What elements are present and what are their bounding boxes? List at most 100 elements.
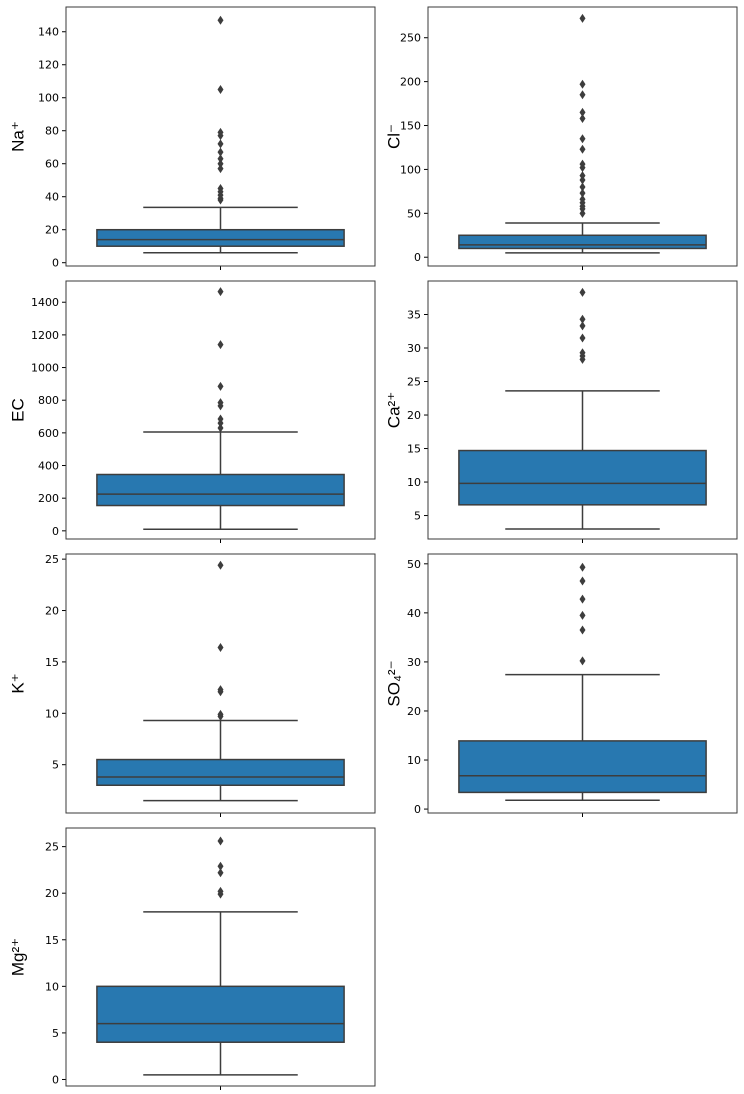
y-tick-label: 30 (407, 342, 421, 355)
outlier-point (579, 610, 586, 620)
outlier-point (579, 576, 586, 586)
y-tick-label: 40 (407, 607, 421, 620)
plot-frame (65, 553, 376, 814)
y-tick-label: 5 (52, 759, 59, 772)
y-tick-label: 20 (407, 409, 421, 422)
y-tick-label: 25 (407, 376, 421, 389)
y-tick-label: 15 (407, 443, 421, 456)
y-tick-label: 1400 (31, 296, 59, 309)
outlier-point (217, 868, 224, 878)
outlier-point (579, 171, 586, 181)
y-axis-title: Mg²⁺ (9, 938, 28, 976)
y-axis-title: Na⁺ (9, 121, 28, 152)
iqr-box (96, 473, 345, 507)
outlier-point (579, 625, 586, 635)
y-tick-label: 0 (52, 1073, 59, 1086)
y-tick-label: 200 (38, 492, 59, 505)
boxplot-panel: 0 20 40 60 80 100 120 140 Na⁺ (9, 6, 376, 270)
y-tick-label: 50 (407, 558, 421, 571)
outlier-point (579, 134, 586, 144)
outlier-point (579, 182, 586, 192)
outlier-point (579, 13, 586, 23)
y-tick-label: 140 (38, 26, 59, 39)
y-tick-label: 20 (45, 887, 59, 900)
boxplot-panel: 0 200 400 600 800 1000 1200 1400 EC (9, 280, 376, 543)
outlier-point (217, 287, 224, 297)
y-tick-label: 120 (38, 59, 59, 72)
y-tick-label: 1000 (31, 362, 59, 375)
y-axis-title: Ca²⁺ (385, 392, 404, 428)
y-tick-label: 150 (400, 120, 421, 133)
y-tick-label: 40 (45, 191, 59, 204)
outlier-point (217, 886, 224, 896)
outlier-point (217, 340, 224, 350)
iqr-box (458, 449, 707, 506)
boxplot-panel: 0 5 10 15 20 25 Mg²⁺ (9, 827, 376, 1090)
outlier-point (579, 159, 586, 169)
outlier-point (217, 127, 224, 137)
y-tick-label: 250 (400, 32, 421, 45)
iqr-box (96, 985, 345, 1043)
y-tick-label: 100 (400, 163, 421, 176)
outlier-point (579, 188, 586, 198)
outlier-point (217, 836, 224, 846)
plot-frame (65, 827, 376, 1087)
outlier-point (217, 560, 224, 570)
y-tick-label: 100 (38, 92, 59, 105)
outlier-point (579, 107, 586, 117)
outlier-point (217, 183, 224, 193)
outlier-point (217, 709, 224, 719)
y-tick-label: 5 (52, 1027, 59, 1040)
y-tick-label: 0 (52, 257, 59, 270)
y-tick-label: 0 (414, 803, 421, 816)
outlier-point (579, 144, 586, 154)
outlier-point (579, 321, 586, 331)
outlier-point (579, 194, 586, 204)
y-tick-label: 5 (414, 510, 421, 523)
y-axis-title: Cl⁻ (385, 124, 404, 149)
y-tick-label: 0 (52, 525, 59, 538)
outlier-point (579, 90, 586, 100)
y-tick-label: 200 (400, 76, 421, 89)
boxplot-panel: 5 10 15 20 25 K⁺ (9, 553, 376, 817)
y-tick-label: 35 (407, 309, 421, 322)
y-tick-label: 20 (45, 224, 59, 237)
y-tick-label: 10 (45, 980, 59, 993)
outlier-point (579, 348, 586, 358)
outlier-point (217, 685, 224, 695)
outlier-point (217, 414, 224, 424)
y-axis-title: K⁺ (9, 673, 28, 693)
boxplot-panel: 0 50 100 150 200 250 Cl⁻ (385, 6, 738, 270)
iqr-box (458, 234, 707, 250)
outlier-point (217, 139, 224, 149)
boxplot-panel: 5 10 15 20 25 30 35 Ca²⁺ (385, 280, 738, 543)
y-axis-title: SO₄²⁻ (385, 660, 404, 706)
y-tick-label: 10 (45, 707, 59, 720)
plot-frame (427, 553, 738, 814)
y-tick-label: 1200 (31, 329, 59, 342)
plot-frame (427, 280, 738, 540)
y-tick-label: 30 (407, 656, 421, 669)
outlier-point (217, 15, 224, 25)
y-tick-label: 25 (45, 553, 59, 566)
y-tick-label: 0 (414, 251, 421, 264)
y-tick-label: 600 (38, 427, 59, 440)
y-tick-label: 60 (45, 158, 59, 171)
y-tick-label: 15 (45, 656, 59, 669)
outlier-point (579, 656, 586, 666)
iqr-box (96, 228, 345, 247)
outlier-point (579, 314, 586, 324)
outlier-point (217, 398, 224, 408)
outlier-point (579, 594, 586, 604)
outlier-point (217, 164, 224, 174)
outlier-point (579, 114, 586, 124)
y-tick-label: 10 (407, 476, 421, 489)
outlier-point (579, 287, 586, 297)
plot-frame (65, 6, 376, 267)
outlier-point (217, 84, 224, 94)
y-tick-label: 400 (38, 460, 59, 473)
outlier-point (217, 147, 224, 157)
y-tick-label: 20 (407, 705, 421, 718)
y-tick-label: 80 (45, 125, 59, 138)
